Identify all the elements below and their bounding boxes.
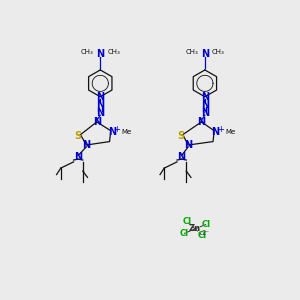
Text: N: N: [96, 108, 104, 118]
Text: +: +: [217, 125, 224, 134]
Text: N: N: [201, 92, 209, 102]
Text: N: N: [178, 152, 186, 162]
Text: N: N: [201, 50, 209, 59]
Text: N: N: [184, 140, 192, 150]
Text: N: N: [96, 92, 104, 102]
Text: Me: Me: [225, 129, 236, 135]
Text: Cl: Cl: [179, 229, 188, 238]
Text: N: N: [74, 152, 82, 162]
Text: CH₃: CH₃: [212, 49, 225, 55]
Text: CH₃: CH₃: [107, 49, 120, 55]
Text: CH₃: CH₃: [81, 49, 93, 55]
Text: N: N: [82, 140, 90, 150]
Text: +: +: [114, 125, 121, 134]
Text: Cl: Cl: [183, 218, 192, 226]
Text: N: N: [96, 50, 104, 59]
Text: 2⁻: 2⁻: [202, 230, 210, 236]
Text: Me: Me: [122, 129, 132, 135]
Text: S: S: [75, 131, 82, 141]
Text: Zn: Zn: [189, 224, 201, 233]
Text: N: N: [201, 100, 209, 110]
Text: Cl: Cl: [198, 231, 207, 240]
Text: N: N: [96, 100, 104, 110]
Text: N: N: [201, 108, 209, 118]
Text: CH₃: CH₃: [185, 49, 198, 55]
Text: N: N: [211, 127, 219, 137]
Text: Cl: Cl: [202, 220, 211, 229]
Text: N: N: [108, 127, 116, 137]
Text: N: N: [197, 117, 206, 127]
Text: S: S: [177, 131, 184, 141]
Text: N: N: [93, 117, 101, 127]
